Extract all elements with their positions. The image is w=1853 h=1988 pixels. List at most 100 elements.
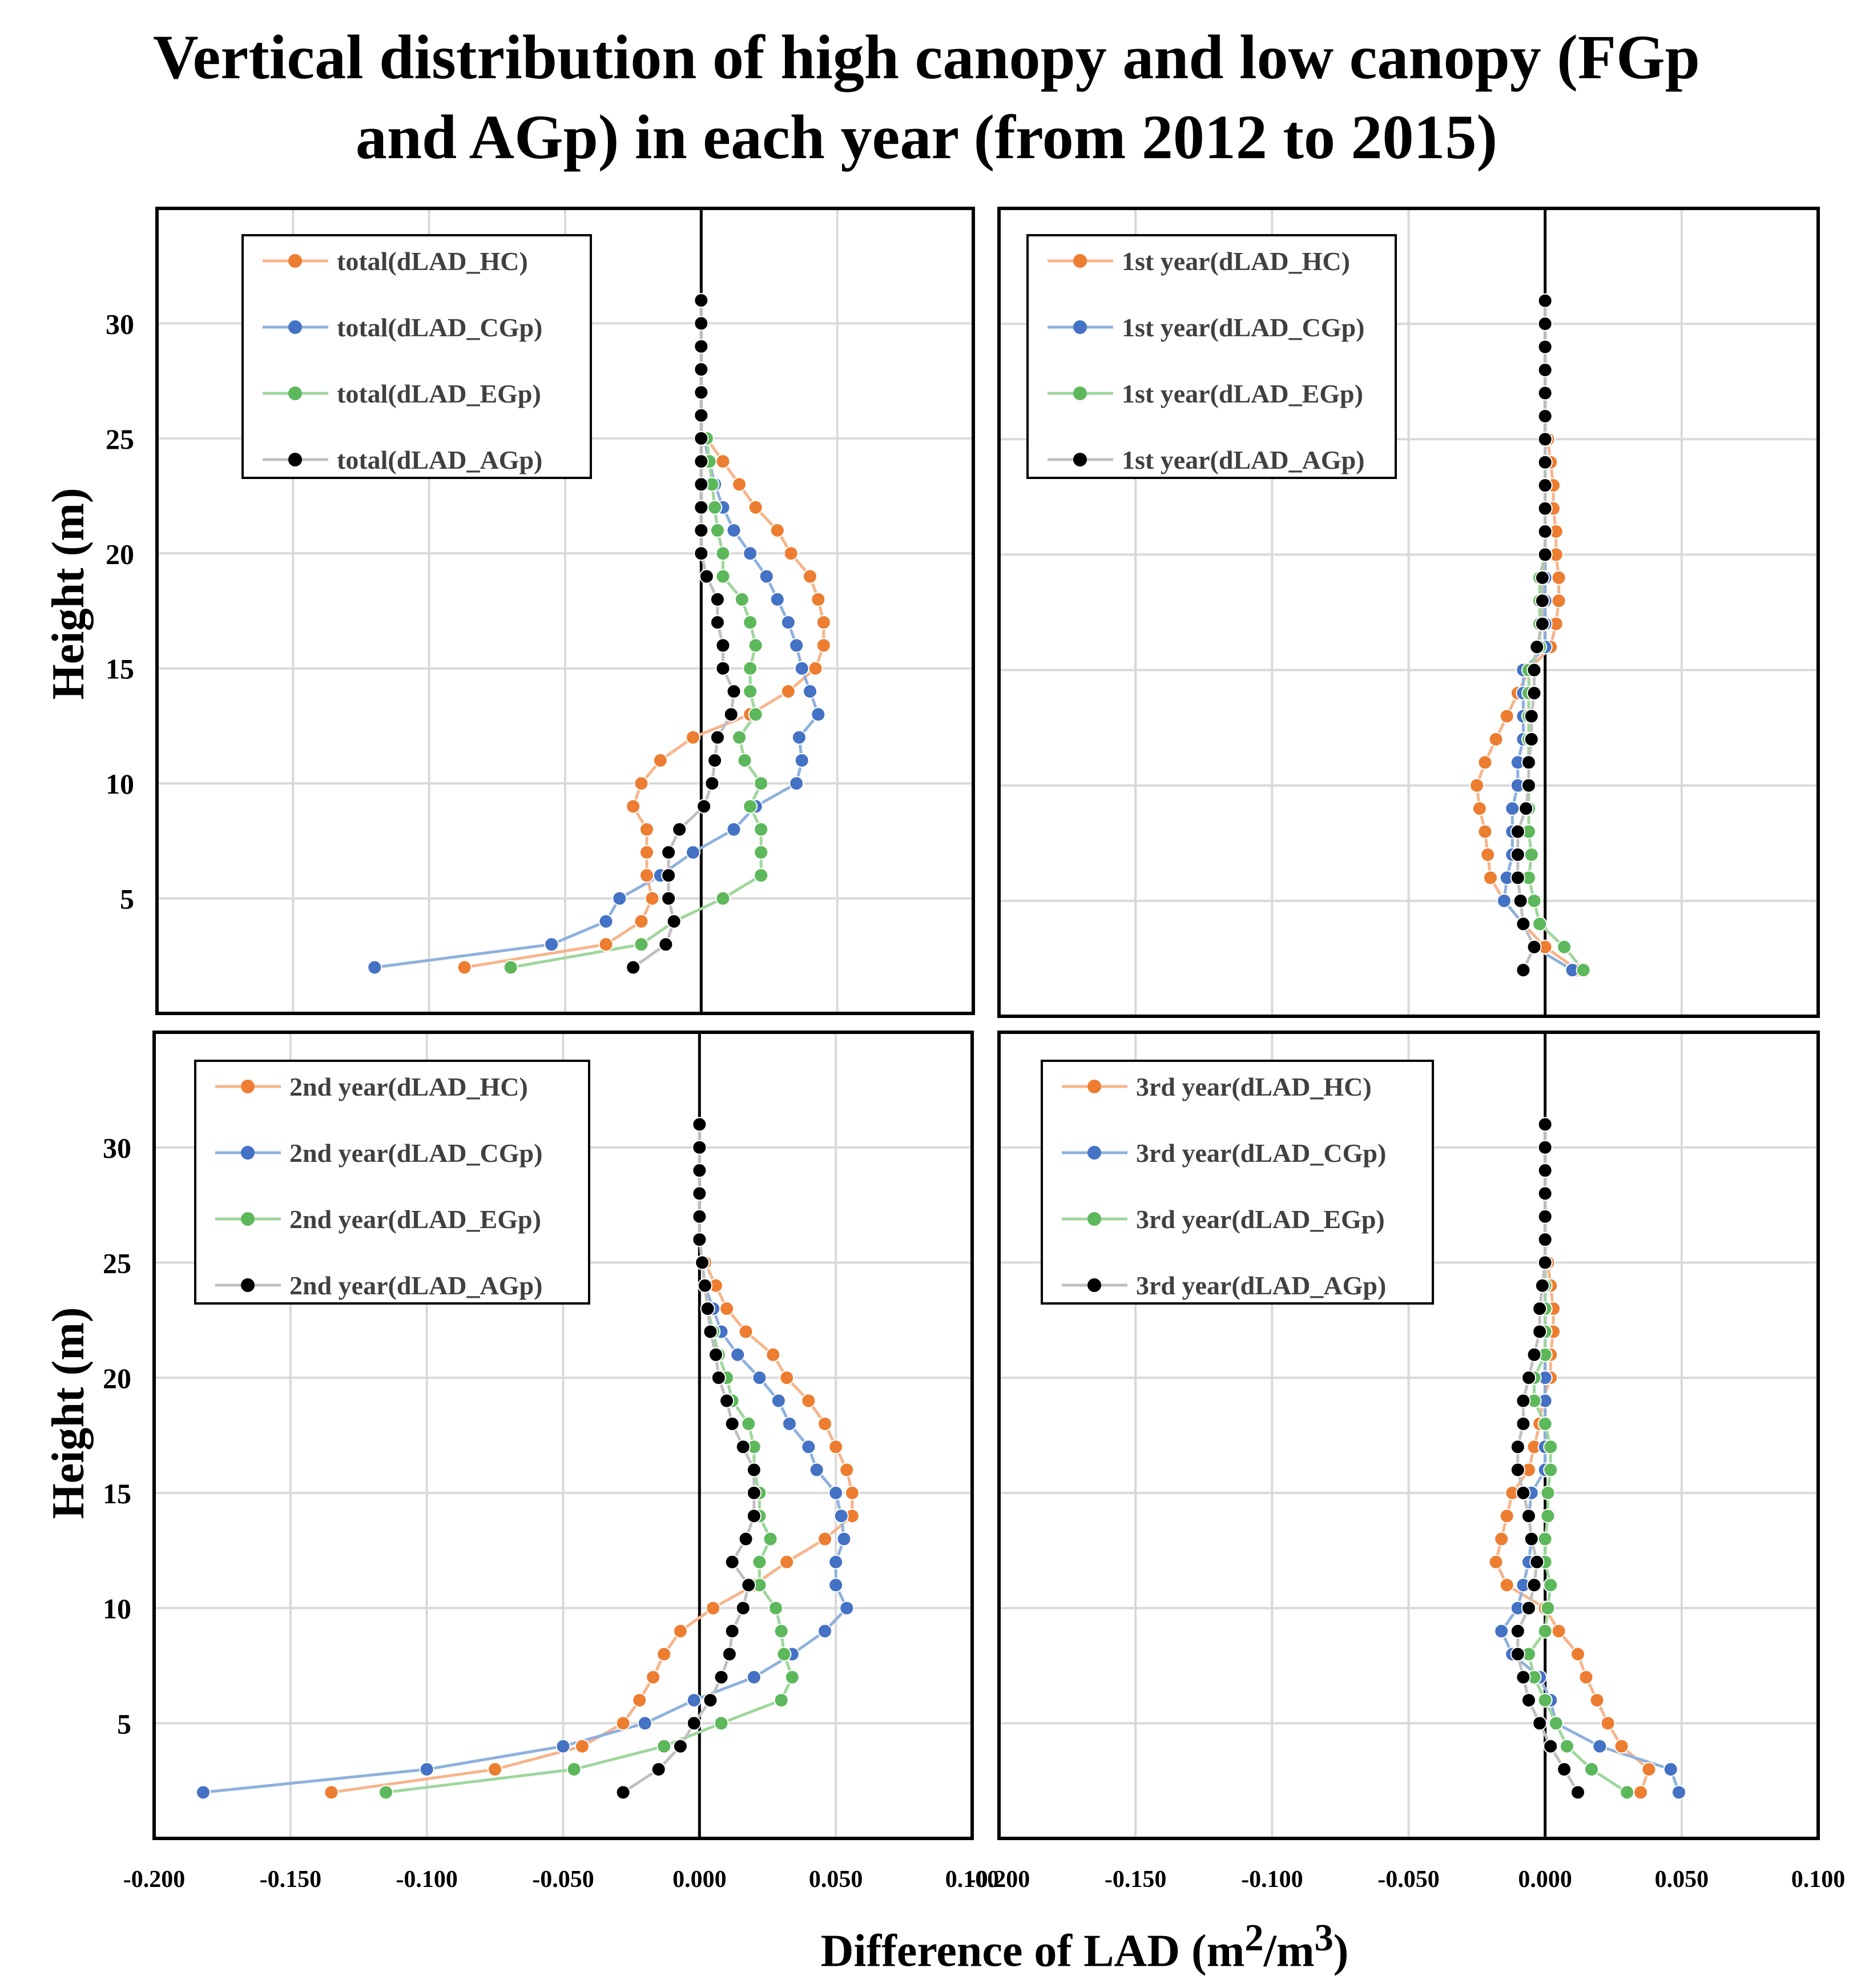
data-point-AGp <box>695 1255 710 1270</box>
data-point-AGp <box>1570 1785 1586 1800</box>
data-point-AGp <box>1513 893 1528 908</box>
data-point-EGp <box>656 1739 672 1754</box>
data-point-HC <box>686 730 701 745</box>
data-point-AGp <box>692 1232 707 1247</box>
data-point-CGp <box>791 730 807 745</box>
data-point-AGp <box>694 477 709 492</box>
legend-entry: 2nd year(dLAD_AGp) <box>289 1271 542 1300</box>
data-point-AGp <box>696 799 712 814</box>
data-point-EGp <box>754 845 769 860</box>
series-line-HC <box>1494 1262 1651 1793</box>
data-point-CGp <box>771 1393 786 1408</box>
data-point-AGp <box>1537 454 1553 470</box>
data-point-EGp <box>715 891 731 906</box>
data-point-AGp <box>722 1647 737 1662</box>
data-point-AGp <box>735 1439 751 1455</box>
data-point-HC <box>639 845 654 860</box>
data-point-EGp <box>1526 893 1542 908</box>
data-point-CGp <box>1505 801 1520 816</box>
panel-2: 1st year(dLAD_HC) 1st year(dLAD_CGp) 1st y… <box>997 207 1820 1018</box>
x-tick-label: 0.050 <box>1655 1866 1709 1893</box>
x-tick-label: -0.100 <box>396 1866 458 1893</box>
data-point-AGp <box>719 1393 735 1408</box>
data-point-AGp <box>1516 916 1531 932</box>
data-point-CGp <box>1496 893 1512 908</box>
data-point-EGp <box>743 615 758 630</box>
data-point-EGp <box>378 1785 394 1800</box>
data-point-AGp <box>1510 847 1525 862</box>
data-point-AGp <box>1537 1140 1553 1155</box>
data-point-HC <box>801 1393 816 1408</box>
data-point-AGp <box>715 638 731 653</box>
data-point-HC <box>1469 778 1485 793</box>
data-point-AGp <box>1534 1278 1550 1293</box>
data-point-CGp <box>789 638 804 653</box>
x-tick-label: -0.200 <box>123 1866 186 1893</box>
data-point-EGp <box>1532 916 1548 932</box>
data-point-HC <box>324 1785 339 1800</box>
data-point-AGp <box>710 615 725 630</box>
data-point-CGp <box>780 615 796 630</box>
data-point-CGp <box>544 937 559 952</box>
data-point-AGp <box>1521 1692 1536 1708</box>
data-point-AGp <box>724 1623 740 1639</box>
data-point-EGp <box>634 937 649 952</box>
data-point-AGp <box>714 1669 729 1685</box>
y-tick-label: 15 <box>106 653 134 685</box>
data-point-AGp <box>1543 1739 1558 1754</box>
data-point-HC <box>719 1301 735 1317</box>
data-point-EGp <box>710 523 725 538</box>
data-point-EGp <box>743 799 758 814</box>
data-point-HC <box>615 1716 631 1731</box>
data-point-AGp <box>1510 1647 1525 1662</box>
data-point-HC <box>1499 1577 1514 1593</box>
data-point-CGp <box>794 661 809 676</box>
data-point-CGp <box>794 752 809 768</box>
legend-box <box>241 234 592 479</box>
series-line-EGp <box>1527 1262 1628 1794</box>
data-point-EGp <box>1540 1508 1556 1524</box>
data-point-AGp <box>746 1462 762 1478</box>
data-point-CGp <box>1592 1739 1608 1754</box>
data-point-CGp <box>598 913 614 929</box>
data-point-AGp <box>1524 709 1539 724</box>
data-point-AGp <box>1524 731 1539 747</box>
data-point-AGp <box>703 1324 718 1339</box>
data-point-CGp <box>743 546 758 561</box>
data-point-AGp <box>1534 616 1550 631</box>
legend-marker-HC <box>1087 1080 1101 1093</box>
legend-marker-AGp <box>1087 1278 1101 1292</box>
data-point-EGp <box>774 1623 789 1639</box>
data-point-AGp <box>738 1531 754 1547</box>
data-point-EGp <box>503 960 518 975</box>
x-tick-label: 0.050 <box>809 1866 863 1893</box>
data-point-HC <box>574 1739 590 1754</box>
data-point-EGp <box>737 752 752 768</box>
data-point-HC <box>738 1324 754 1339</box>
data-point-AGp <box>1526 686 1542 701</box>
data-point-AGp <box>694 430 709 446</box>
data-point-AGp <box>1537 408 1553 424</box>
data-point-AGp <box>741 1577 756 1593</box>
data-point-CGp <box>746 1669 762 1685</box>
data-point-CGp <box>803 684 817 699</box>
data-point-AGp <box>694 293 709 308</box>
data-point-EGp <box>1537 1416 1553 1431</box>
data-point-HC <box>1488 731 1504 747</box>
x-tick-label: 0.000 <box>672 1866 727 1893</box>
data-point-AGp <box>1537 1186 1553 1201</box>
data-point-HC <box>1589 1692 1605 1708</box>
legend-marker-HC <box>1073 254 1087 268</box>
data-point-HC <box>632 1692 647 1708</box>
data-point-EGp <box>1543 1577 1558 1593</box>
data-point-AGp <box>1526 1577 1542 1593</box>
data-point-AGp <box>1537 1117 1553 1132</box>
x-tick-label: -0.150 <box>1105 1866 1167 1893</box>
data-point-EGp <box>1543 1439 1558 1455</box>
legend-entry: 1st year(dLAD_AGp) <box>1122 445 1364 474</box>
legend-entry: 3rd year(dLAD_CGp) <box>1136 1138 1386 1168</box>
data-point-AGp <box>1526 939 1542 955</box>
data-point-AGp <box>692 1163 707 1178</box>
data-point-HC <box>1578 1669 1594 1685</box>
data-point-AGp <box>694 454 709 469</box>
